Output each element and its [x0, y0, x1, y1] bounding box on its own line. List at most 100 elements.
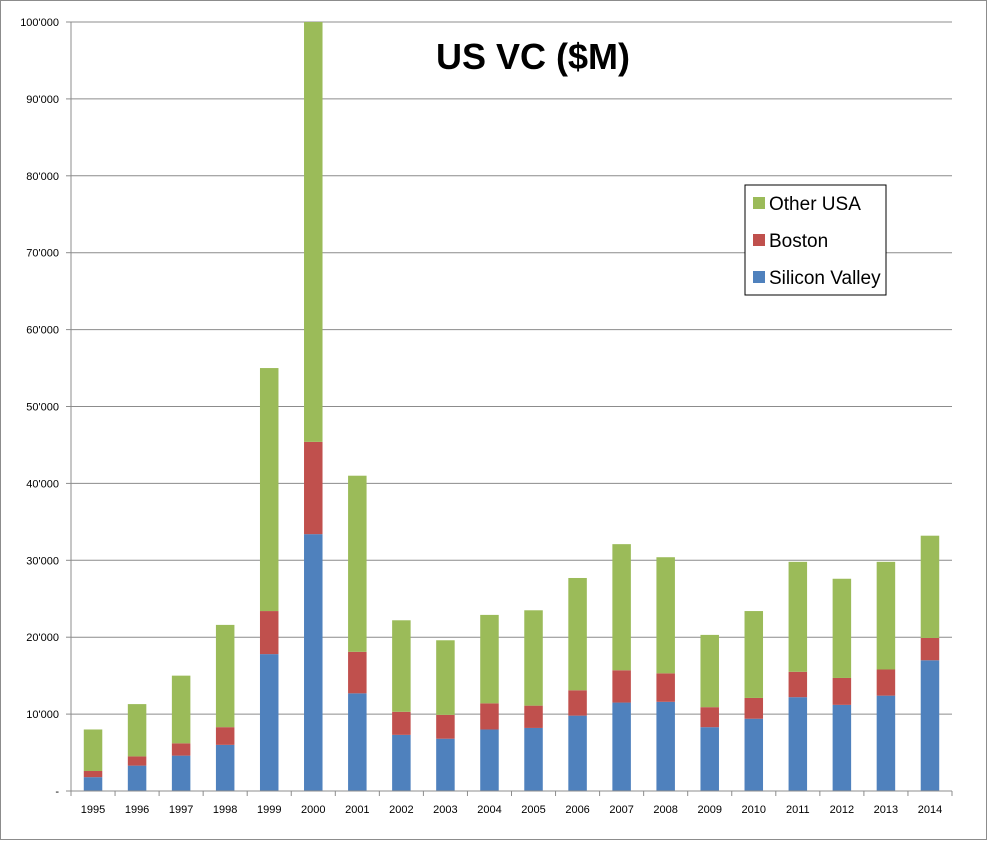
x-tick-label: 2002 — [389, 804, 413, 816]
bar-silicon-valley — [436, 738, 455, 791]
bar-other-usa — [127, 704, 147, 757]
bar-other-usa — [744, 611, 764, 698]
bar-silicon-valley — [348, 693, 367, 791]
bar-silicon-valley — [392, 734, 411, 791]
x-tick-label: 1999 — [257, 804, 281, 816]
bar-silicon-valley — [656, 701, 675, 791]
bar-silicon-valley — [480, 729, 499, 791]
legend-label: Other USA — [769, 194, 861, 215]
bar-other-usa — [700, 634, 719, 708]
y-tick-label: 20'000 — [26, 632, 59, 644]
legend: Other USA Boston Silicon Valley — [744, 184, 887, 296]
bar-other-usa — [215, 624, 235, 728]
bar-silicon-valley — [215, 744, 235, 791]
x-tick-label: 1996 — [125, 804, 149, 816]
bar-silicon-valley — [259, 654, 279, 791]
y-tick-label: 90'000 — [26, 94, 59, 106]
chart-title: US VC ($M) — [436, 36, 630, 77]
bar-boston — [612, 670, 631, 703]
bar-other-usa — [876, 561, 896, 670]
bar-silicon-valley — [83, 777, 103, 791]
bar-other-usa — [656, 557, 675, 674]
legend-swatch — [753, 271, 765, 283]
bar-other-usa — [920, 535, 940, 638]
legend-label: Boston — [769, 231, 828, 252]
bar-boston — [480, 703, 499, 730]
bar-silicon-valley — [832, 704, 852, 791]
legend-swatch — [753, 234, 765, 246]
legend-label: Silicon Valley — [769, 268, 881, 289]
x-tick-label: 2010 — [742, 804, 766, 816]
y-tick-label: 70'000 — [26, 248, 59, 260]
x-tick-label: 2011 — [786, 804, 810, 816]
y-tick-label: 60'000 — [26, 325, 59, 337]
bar-boston — [259, 611, 279, 655]
bar-boston — [832, 677, 852, 705]
y-tick-label: 10'000 — [26, 709, 59, 721]
bar-boston — [920, 637, 940, 661]
bar-silicon-valley — [612, 702, 631, 791]
bar-other-usa — [304, 22, 323, 442]
bar-silicon-valley — [171, 755, 191, 791]
bar-boston — [392, 711, 411, 735]
bar-other-usa — [480, 614, 499, 704]
gridlines — [71, 21, 952, 715]
x-tick-label: 2003 — [433, 804, 457, 816]
bar-silicon-valley — [876, 695, 896, 791]
bar-boston — [524, 705, 543, 728]
bar-silicon-valley — [127, 765, 147, 791]
x-tick-label: 1995 — [81, 804, 105, 816]
x-tick-label: 2000 — [301, 804, 325, 816]
axes: - 10'000 20'000 30'000 40'000 50'000 60'000 70'… — [20, 17, 953, 816]
x-tick-label: 2001 — [345, 804, 369, 816]
bar-silicon-valley — [524, 727, 543, 791]
bar-silicon-valley — [568, 715, 587, 791]
x-tick-label: 2007 — [609, 804, 633, 816]
x-tick-label: 2006 — [565, 804, 589, 816]
legend-box — [744, 184, 887, 296]
x-tick-label: 2009 — [697, 804, 721, 816]
bar-boston — [876, 669, 896, 696]
x-tick-label: 2013 — [874, 804, 898, 816]
bar-silicon-valley — [920, 660, 940, 791]
bar-boston — [348, 651, 367, 694]
bar-other-usa — [392, 620, 411, 712]
x-tick-label: 2012 — [830, 804, 854, 816]
x-tick-label: 2005 — [521, 804, 545, 816]
x-tick-label: 2008 — [653, 804, 677, 816]
y-tick-label: 40'000 — [26, 478, 59, 490]
bar-other-usa — [348, 475, 367, 652]
y-tick-label: 50'000 — [26, 402, 59, 414]
bar-boston — [215, 727, 235, 745]
bar-other-usa — [612, 544, 631, 671]
bar-other-usa — [259, 368, 279, 612]
bar-other-usa — [568, 577, 587, 691]
bar-other-usa — [524, 610, 543, 706]
bar-boston — [744, 697, 764, 719]
bar-boston — [568, 690, 587, 716]
bar-boston — [788, 671, 808, 698]
y-tick-label: - — [55, 786, 59, 798]
bars — [83, 22, 940, 791]
bar-boston — [83, 771, 103, 778]
x-tick-label: 2004 — [477, 804, 501, 816]
bar-boston — [700, 707, 719, 728]
bar-silicon-valley — [304, 534, 323, 791]
x-tick-label: 1998 — [213, 804, 237, 816]
bar-silicon-valley — [788, 697, 808, 791]
x-tick-label: 2014 — [918, 804, 942, 816]
legend-swatch — [753, 197, 765, 209]
bar-silicon-valley — [744, 718, 764, 791]
y-tick-label: 100'000 — [20, 17, 59, 29]
bar-other-usa — [171, 675, 191, 744]
y-tick-label: 30'000 — [26, 555, 59, 567]
bar-boston — [171, 743, 191, 756]
bar-boston — [656, 673, 675, 702]
bar-other-usa — [436, 640, 455, 715]
bar-other-usa — [83, 729, 103, 772]
bar-silicon-valley — [700, 727, 719, 791]
bar-boston — [304, 441, 323, 535]
bar-other-usa — [788, 561, 808, 672]
